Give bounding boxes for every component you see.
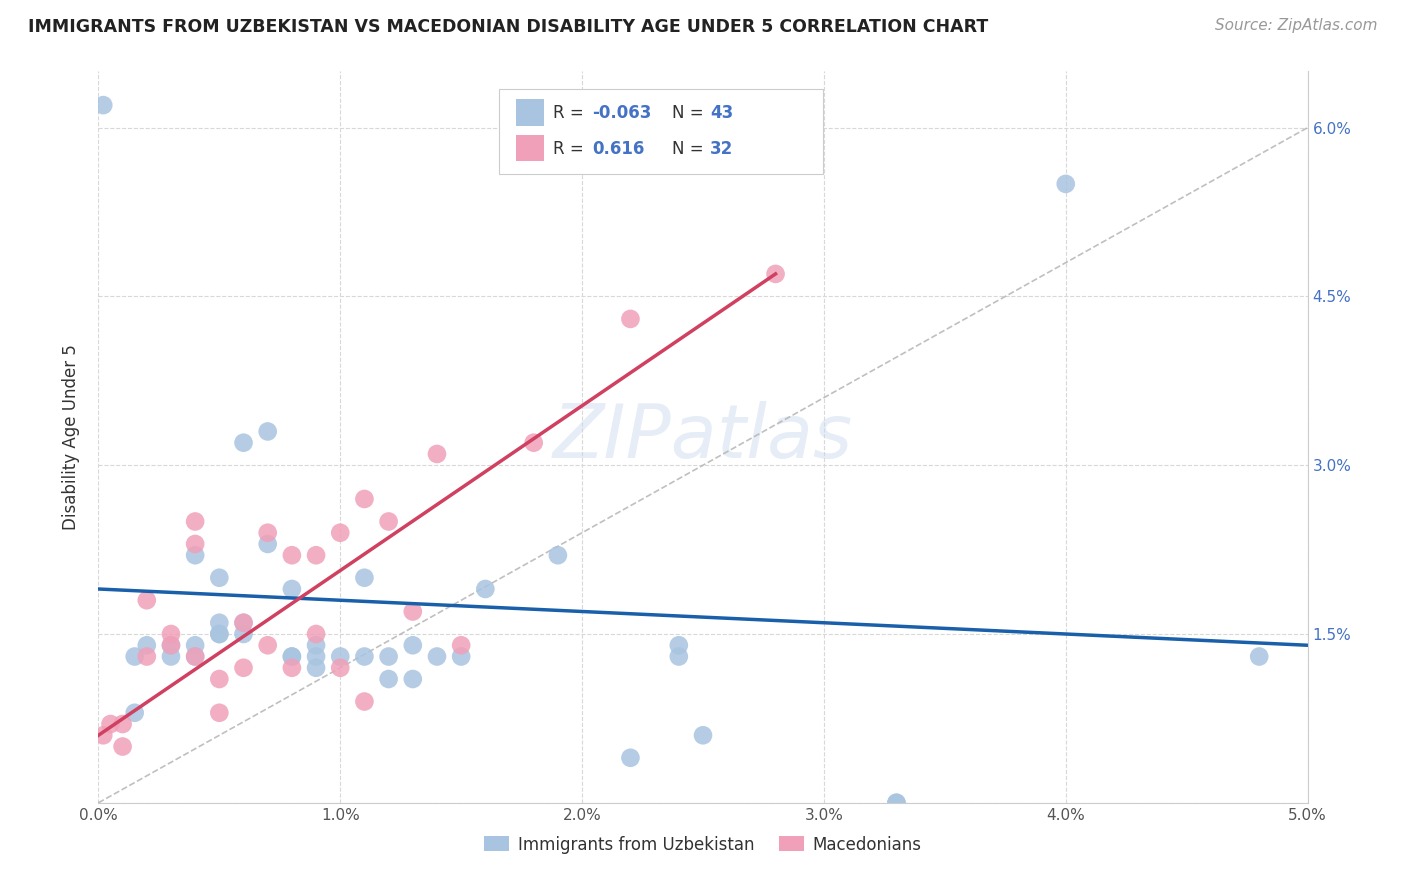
Point (232, 661, 254, 675)
Point (111, 739, 134, 754)
Point (377, 649, 399, 664)
Point (353, 649, 375, 664)
Y-axis label: Disability Age Under 5: Disability Age Under 5 (62, 344, 80, 530)
Text: N =: N = (672, 104, 709, 122)
Point (329, 649, 352, 664)
Point (256, 425, 278, 439)
Point (160, 638, 183, 652)
Text: 43: 43 (710, 104, 734, 122)
Point (232, 615, 254, 630)
Point (450, 649, 472, 664)
Point (1054, 177, 1077, 191)
Point (208, 627, 231, 641)
Point (668, 649, 690, 664)
Point (692, 728, 714, 742)
Text: -0.063: -0.063 (592, 104, 651, 122)
Point (547, 548, 569, 562)
Point (111, 717, 134, 731)
Point (1249, 649, 1271, 664)
Point (305, 661, 328, 675)
Point (100, 717, 122, 731)
Point (184, 548, 207, 562)
Point (426, 649, 449, 664)
Point (353, 694, 375, 708)
Point (232, 627, 254, 641)
Point (256, 537, 278, 551)
Point (160, 627, 183, 641)
Point (91, 98, 114, 112)
Point (184, 649, 207, 664)
Point (184, 515, 207, 529)
Point (305, 627, 328, 641)
Point (208, 706, 231, 720)
Point (474, 582, 496, 596)
Point (353, 571, 375, 585)
Point (281, 649, 304, 664)
Point (208, 672, 231, 686)
Point (402, 672, 425, 686)
Point (377, 515, 399, 529)
Legend: Immigrants from Uzbekistan, Macedonians: Immigrants from Uzbekistan, Macedonians (478, 829, 928, 860)
Point (124, 649, 146, 664)
Text: Source: ZipAtlas.com: Source: ZipAtlas.com (1215, 18, 1378, 33)
Point (232, 435, 254, 450)
Point (402, 638, 425, 652)
Point (377, 672, 399, 686)
Point (765, 267, 787, 281)
Point (208, 571, 231, 585)
Point (135, 638, 157, 652)
Point (329, 661, 352, 675)
Point (91, 728, 114, 742)
Point (305, 649, 328, 664)
Point (281, 661, 304, 675)
Point (353, 491, 375, 506)
Point (232, 615, 254, 630)
Point (305, 548, 328, 562)
Text: IMMIGRANTS FROM UZBEKISTAN VS MACEDONIAN DISABILITY AGE UNDER 5 CORRELATION CHAR: IMMIGRANTS FROM UZBEKISTAN VS MACEDONIAN… (28, 18, 988, 36)
Point (135, 593, 157, 607)
Text: 0.616: 0.616 (592, 140, 644, 158)
Point (160, 649, 183, 664)
Point (450, 638, 472, 652)
Point (135, 649, 157, 664)
Point (305, 638, 328, 652)
Point (208, 627, 231, 641)
Point (619, 312, 641, 326)
Text: R =: R = (553, 140, 593, 158)
Point (281, 649, 304, 664)
Point (886, 796, 908, 810)
Text: 32: 32 (710, 140, 734, 158)
Point (523, 435, 546, 450)
Point (256, 525, 278, 540)
Point (886, 796, 908, 810)
Point (281, 548, 304, 562)
Point (124, 706, 146, 720)
Point (208, 615, 231, 630)
Point (619, 751, 641, 765)
Point (184, 649, 207, 664)
Point (402, 605, 425, 619)
Point (256, 638, 278, 652)
Point (184, 537, 207, 551)
Point (160, 638, 183, 652)
Text: N =: N = (672, 140, 709, 158)
Point (281, 582, 304, 596)
Point (426, 447, 449, 461)
Text: R =: R = (553, 104, 589, 122)
Point (668, 638, 690, 652)
Text: ZIPatlas: ZIPatlas (553, 401, 853, 473)
Point (329, 525, 352, 540)
Point (184, 638, 207, 652)
